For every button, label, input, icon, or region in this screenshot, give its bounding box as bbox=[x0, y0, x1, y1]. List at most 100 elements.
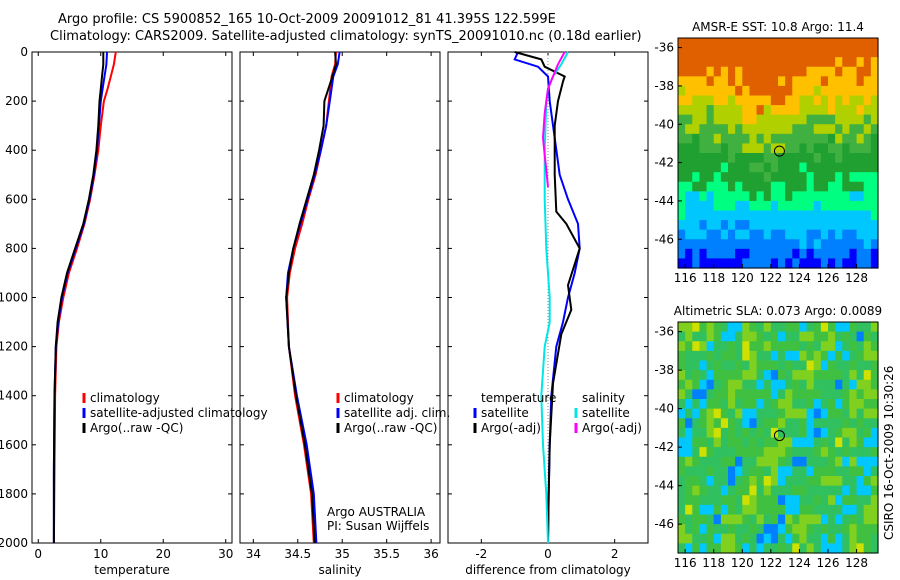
heatmap-cell bbox=[756, 504, 765, 516]
heatmap-cell bbox=[792, 66, 801, 77]
heatmap-cell bbox=[763, 476, 772, 487]
heatmap-cell bbox=[856, 543, 865, 554]
heatmap-cell bbox=[863, 220, 872, 231]
heatmap-cell bbox=[799, 331, 808, 342]
heatmap-cell bbox=[835, 504, 843, 516]
heatmap-cell bbox=[828, 533, 836, 544]
heatmap-cell bbox=[778, 389, 786, 400]
heatmap-cell bbox=[749, 331, 758, 342]
heatmap-cell bbox=[856, 379, 865, 390]
heatmap-cell bbox=[856, 133, 865, 145]
heatmap-cell bbox=[785, 350, 793, 362]
heatmap-cell bbox=[835, 476, 843, 487]
heatmap-cell bbox=[742, 543, 751, 554]
heatmap-cell bbox=[749, 370, 758, 381]
heatmap-cell bbox=[856, 389, 865, 400]
heatmap-cell bbox=[742, 153, 751, 164]
heatmap-cell bbox=[742, 191, 751, 202]
heatmap-cell bbox=[785, 504, 793, 516]
heatmap-cell bbox=[735, 408, 743, 419]
heatmap-cell bbox=[856, 350, 865, 362]
heatmap-cell bbox=[749, 239, 758, 250]
heatmap-cell bbox=[692, 191, 701, 202]
heatmap-cell bbox=[742, 341, 751, 352]
heatmap-cell bbox=[770, 47, 779, 58]
heatmap-cell bbox=[813, 200, 822, 212]
heatmap-cell bbox=[735, 57, 743, 68]
map-frame bbox=[677, 321, 879, 554]
heatmap-cell bbox=[699, 341, 708, 352]
heatmap-cell bbox=[699, 476, 708, 487]
heatmap-cell bbox=[770, 379, 779, 390]
heatmap-cell bbox=[849, 133, 858, 145]
heatmap-cell bbox=[735, 350, 743, 362]
heatmap-cell bbox=[763, 485, 772, 496]
heatmap-cell bbox=[813, 331, 822, 342]
heatmap-cell bbox=[792, 38, 801, 49]
heatmap-cell bbox=[770, 210, 779, 221]
heatmap-cell bbox=[849, 485, 858, 496]
heatmap-cell bbox=[692, 153, 701, 164]
heatmap-cell bbox=[813, 504, 822, 516]
heatmap-cell bbox=[835, 399, 843, 410]
heatmap-cell bbox=[763, 114, 772, 125]
heatmap-cell bbox=[863, 124, 872, 135]
heatmap-cell bbox=[756, 162, 765, 173]
heatmap-cell bbox=[685, 220, 693, 231]
heatmap-cell bbox=[749, 76, 758, 87]
heatmap-cell bbox=[778, 124, 786, 135]
heatmap-cell bbox=[835, 143, 843, 154]
heatmap-cell bbox=[849, 524, 858, 535]
heatmap-cell bbox=[785, 379, 793, 390]
heatmap-cell bbox=[728, 341, 736, 352]
heatmap-cell bbox=[870, 76, 879, 87]
heatmap-cell bbox=[763, 514, 772, 525]
heatmap-cell bbox=[842, 57, 851, 68]
heatmap-cell bbox=[706, 447, 715, 458]
heatmap-cell bbox=[756, 389, 765, 400]
heatmap-cell bbox=[770, 476, 779, 487]
heatmap-cell bbox=[699, 220, 708, 231]
y-tick-label: -40 bbox=[654, 117, 674, 131]
heatmap-cell bbox=[763, 76, 772, 87]
heatmap-cell bbox=[756, 418, 765, 429]
heatmap-cell bbox=[842, 85, 851, 97]
heatmap-cell bbox=[749, 437, 758, 448]
heatmap-cell bbox=[856, 95, 865, 106]
heatmap-cell bbox=[770, 389, 779, 400]
heatmap-cell bbox=[678, 191, 686, 202]
float-position-marker bbox=[773, 430, 785, 442]
heatmap-cell bbox=[720, 360, 729, 371]
heatmap-cell bbox=[706, 322, 715, 333]
heatmap-cell bbox=[835, 38, 843, 49]
heatmap-cell bbox=[692, 322, 701, 333]
heatmap-cell bbox=[720, 239, 729, 250]
heatmap-cell bbox=[756, 543, 765, 554]
heatmap-cell bbox=[728, 418, 736, 429]
heatmap-cell bbox=[849, 47, 858, 58]
heatmap-cell bbox=[756, 379, 765, 390]
heatmap-cell bbox=[756, 476, 765, 487]
heatmap-cell bbox=[870, 229, 879, 240]
heatmap-cell bbox=[806, 105, 815, 116]
heatmap-cell bbox=[706, 418, 715, 429]
heatmap-cell bbox=[770, 191, 779, 202]
y-tick-label: 1600 bbox=[0, 438, 28, 452]
heatmap-cell bbox=[692, 220, 701, 231]
heatmap-cell bbox=[749, 172, 758, 183]
heatmap-cell bbox=[735, 210, 743, 221]
heatmap-cell bbox=[678, 389, 686, 400]
heatmap-cell bbox=[735, 143, 743, 154]
heatmap-cell bbox=[678, 408, 686, 419]
heatmap-cell bbox=[756, 95, 765, 106]
y-tick-label: 2000 bbox=[0, 536, 28, 550]
heatmap-cell bbox=[742, 200, 751, 212]
heatmap-cell bbox=[820, 437, 829, 448]
heatmap-cell bbox=[828, 133, 836, 145]
heatmap-cell bbox=[813, 456, 822, 467]
x-tick-label: 35 bbox=[335, 547, 350, 561]
heatmap-cell bbox=[820, 76, 829, 87]
heatmap-cell bbox=[720, 191, 729, 202]
heatmap-cell bbox=[820, 447, 829, 458]
heatmap-cell bbox=[785, 466, 793, 477]
